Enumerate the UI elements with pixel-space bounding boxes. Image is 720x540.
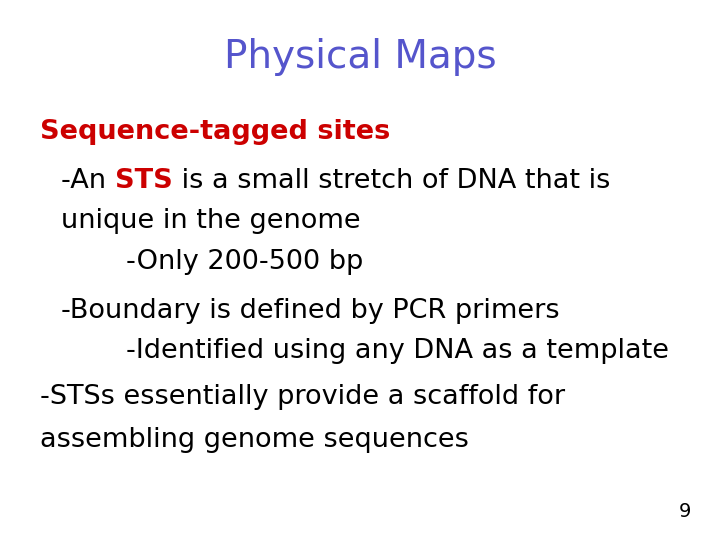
Text: -STSs essentially provide a scaffold for: -STSs essentially provide a scaffold for [40,384,564,410]
Text: is a small stretch of DNA that is: is a small stretch of DNA that is [173,168,610,194]
Text: -Boundary is defined by PCR primers: -Boundary is defined by PCR primers [61,298,560,323]
Text: Physical Maps: Physical Maps [224,38,496,76]
Text: 9: 9 [679,502,691,521]
Text: -Identified using any DNA as a template: -Identified using any DNA as a template [126,338,669,364]
Text: -Only 200-500 bp: -Only 200-500 bp [126,249,364,275]
Text: assembling genome sequences: assembling genome sequences [40,427,469,453]
Text: Sequence-tagged sites: Sequence-tagged sites [40,119,390,145]
Text: STS: STS [114,168,173,194]
Text: unique in the genome: unique in the genome [61,208,361,234]
Text: -An: -An [61,168,114,194]
